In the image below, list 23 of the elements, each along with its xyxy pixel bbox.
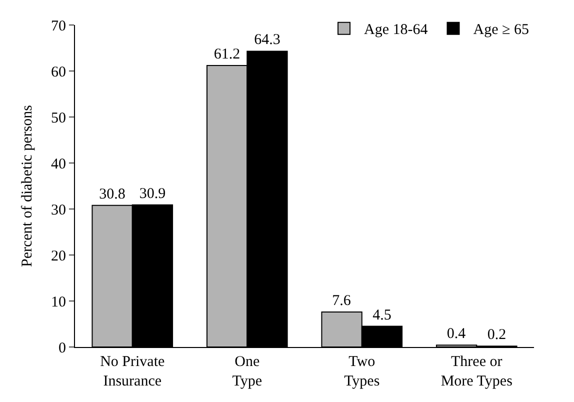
legend-label: Age ≥ 65 bbox=[473, 22, 529, 38]
y-tick-label: 10 bbox=[51, 294, 66, 310]
data-label: 7.6 bbox=[332, 293, 352, 310]
x-tick-label: One Type bbox=[232, 354, 262, 390]
data-label: 0.4 bbox=[446, 326, 466, 342]
data-label: 30.8 bbox=[99, 186, 126, 202]
y-tick-label: 20 bbox=[51, 248, 66, 264]
y-tick-label: 70 bbox=[51, 18, 66, 34]
y-tick-label: 30 bbox=[51, 202, 66, 218]
legend-label: Age 18-64 bbox=[364, 22, 428, 38]
x-tick-label: No Private Insurance bbox=[100, 354, 166, 390]
y-tick-label: 40 bbox=[51, 156, 66, 172]
data-label: 64.3 bbox=[254, 32, 280, 48]
x-tick-label: Three or More Types bbox=[440, 354, 513, 390]
y-tick-label: 50 bbox=[51, 110, 66, 126]
data-label: 4.5 bbox=[372, 307, 392, 324]
y-tick-label: 0 bbox=[58, 340, 66, 356]
y-axis-title: Percent of diabetic persons bbox=[19, 104, 36, 268]
x-tick-label: Two Types bbox=[344, 354, 380, 390]
y-tick-label: 60 bbox=[51, 64, 66, 80]
data-label: 0.2 bbox=[487, 327, 506, 344]
data-label: 61.2 bbox=[214, 46, 240, 62]
data-label: 30.9 bbox=[139, 186, 166, 202]
